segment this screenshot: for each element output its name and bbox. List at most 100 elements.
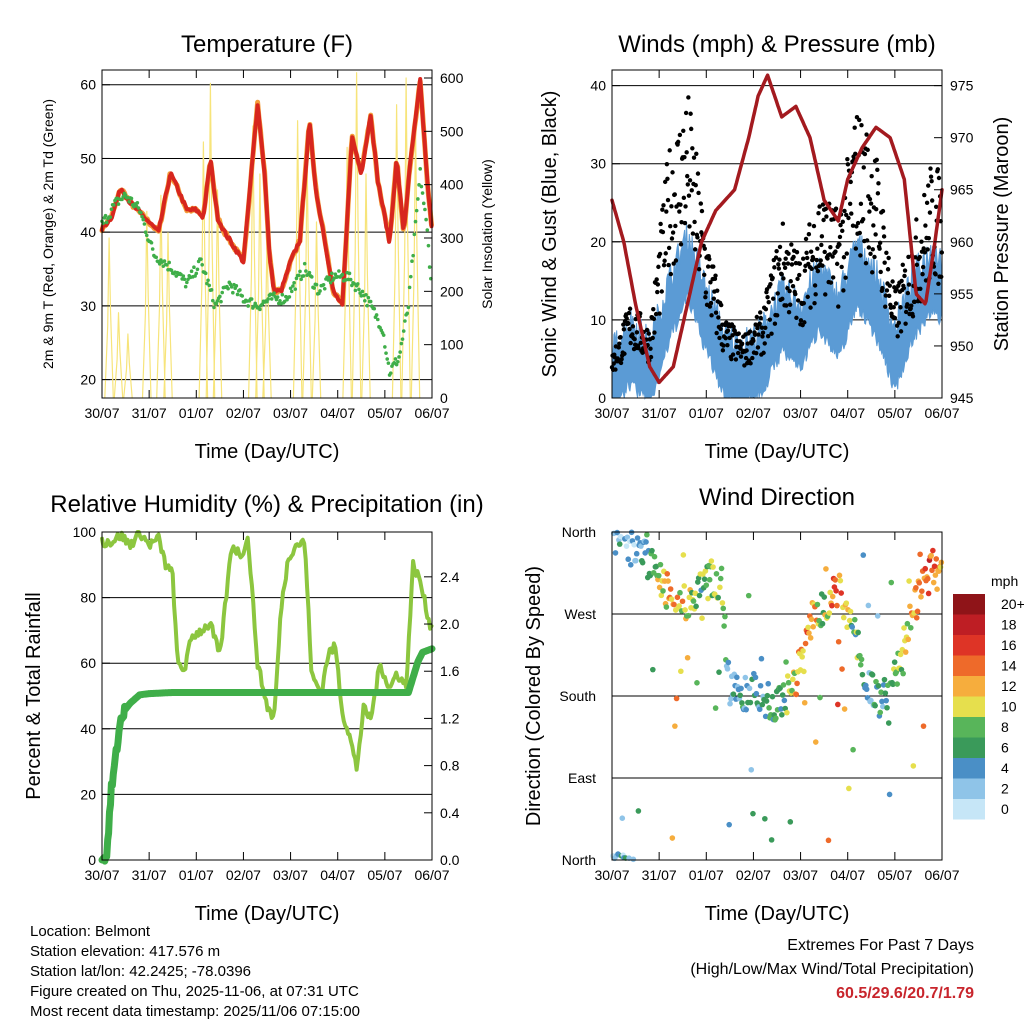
dewpoint-point <box>399 341 404 346</box>
direction-point <box>631 541 637 548</box>
direction-xtick-label: 01/07 <box>689 867 724 883</box>
temperature-xtick-label: 02/07 <box>226 405 261 421</box>
direction-title: Wind Direction <box>699 484 855 511</box>
winds-xtick-label: 04/07 <box>830 405 865 421</box>
winds-ytick-right-label: 950 <box>950 338 974 354</box>
direction-point <box>890 681 896 688</box>
direction-point <box>759 701 766 708</box>
dewpoint-point <box>418 167 423 171</box>
solar-insolation-spike <box>391 104 402 399</box>
direction-point <box>722 613 728 620</box>
gust-point <box>816 210 821 216</box>
gust-point <box>933 272 938 277</box>
gust-point <box>689 188 694 193</box>
dewpoint-point <box>309 275 314 279</box>
dewpoint-point <box>426 243 431 248</box>
temperature-xtick-label: 04/07 <box>320 405 355 421</box>
colorbar-cell <box>953 614 985 635</box>
direction-point <box>773 715 779 722</box>
gust-point <box>877 246 882 251</box>
direction-point <box>726 821 732 828</box>
gust-point <box>882 260 887 265</box>
gust-point <box>760 330 766 335</box>
gust-point <box>772 321 778 326</box>
gust-point <box>914 217 919 222</box>
gust-point <box>802 268 808 273</box>
direction-point <box>800 648 806 654</box>
gust-point <box>777 244 783 250</box>
direction-point <box>680 552 687 558</box>
gust-point <box>858 201 864 207</box>
gust-point <box>716 315 721 320</box>
dewpoint-point <box>393 357 398 361</box>
dewpoint-point <box>238 288 242 292</box>
direction-point <box>902 649 909 655</box>
gust-point <box>820 202 826 207</box>
gust-point <box>801 256 806 261</box>
direction-point <box>886 791 893 798</box>
gust-point <box>865 147 870 153</box>
dewpoint-point <box>398 350 402 354</box>
direction-point <box>793 691 800 698</box>
direction-ytick-label: West <box>564 606 596 622</box>
temperature-plot-border <box>101 69 433 399</box>
solar-insolation-spike <box>104 237 114 399</box>
dewpoint-point <box>410 259 414 264</box>
direction-point <box>913 615 920 621</box>
gust-point <box>782 265 788 271</box>
direction-point <box>851 616 858 623</box>
dewpoint-point <box>411 253 415 258</box>
gust-point <box>894 286 899 292</box>
direction-point <box>799 654 805 660</box>
gust-point <box>721 343 726 348</box>
dewpoint-point <box>407 285 412 290</box>
gust-point <box>884 288 890 293</box>
gust-point <box>906 254 911 260</box>
gust-point <box>895 334 900 339</box>
winds-ytick-label: 10 <box>590 312 606 328</box>
gust-point <box>870 270 875 275</box>
gust-point <box>893 301 899 306</box>
gust-point <box>691 155 697 160</box>
temp-2m-line <box>100 77 434 307</box>
direction-point <box>879 698 885 705</box>
gust-point <box>919 239 924 244</box>
direction-point <box>643 539 649 545</box>
dewpoint-point <box>265 299 269 304</box>
gust-point <box>694 151 699 157</box>
dewpoint-point <box>275 295 280 299</box>
gust-point <box>885 267 891 272</box>
winds-ylabel: Sonic Wind & Gust (Blue, Black) <box>539 91 561 378</box>
gust-point <box>891 305 896 310</box>
gust-point <box>863 260 869 266</box>
direction-point <box>658 592 665 599</box>
gust-point <box>903 309 909 315</box>
direction-point <box>752 674 759 681</box>
gust-point <box>681 195 687 201</box>
dewpoint-point <box>403 319 407 323</box>
gust-point <box>761 350 766 356</box>
recent-timestamp-text: Most recent data timestamp: 2025/11/06 0… <box>30 1003 360 1020</box>
direction-point <box>651 553 658 560</box>
direction-point <box>929 567 935 574</box>
direction-point <box>794 680 800 687</box>
solar-insolation-spike <box>198 141 209 399</box>
gust-point <box>845 156 850 162</box>
colorbar-label: 14 <box>1001 658 1017 674</box>
gust-point <box>922 192 927 198</box>
dewpoint-point <box>357 287 361 292</box>
direction-point <box>716 669 722 675</box>
gust-point <box>665 176 670 181</box>
gust-point <box>921 246 926 251</box>
gust-point <box>794 249 800 255</box>
gust-point <box>890 279 895 284</box>
dewpoint-point <box>322 286 327 291</box>
temperature-ytick-label: 20 <box>80 372 96 388</box>
gust-point <box>813 292 818 297</box>
gust-point <box>651 316 657 322</box>
temperature-title: Temperature (F) <box>181 31 353 58</box>
dewpoint-point <box>328 280 333 285</box>
gust-point <box>705 264 711 269</box>
gust-point <box>873 232 878 237</box>
gust-point <box>626 310 632 316</box>
